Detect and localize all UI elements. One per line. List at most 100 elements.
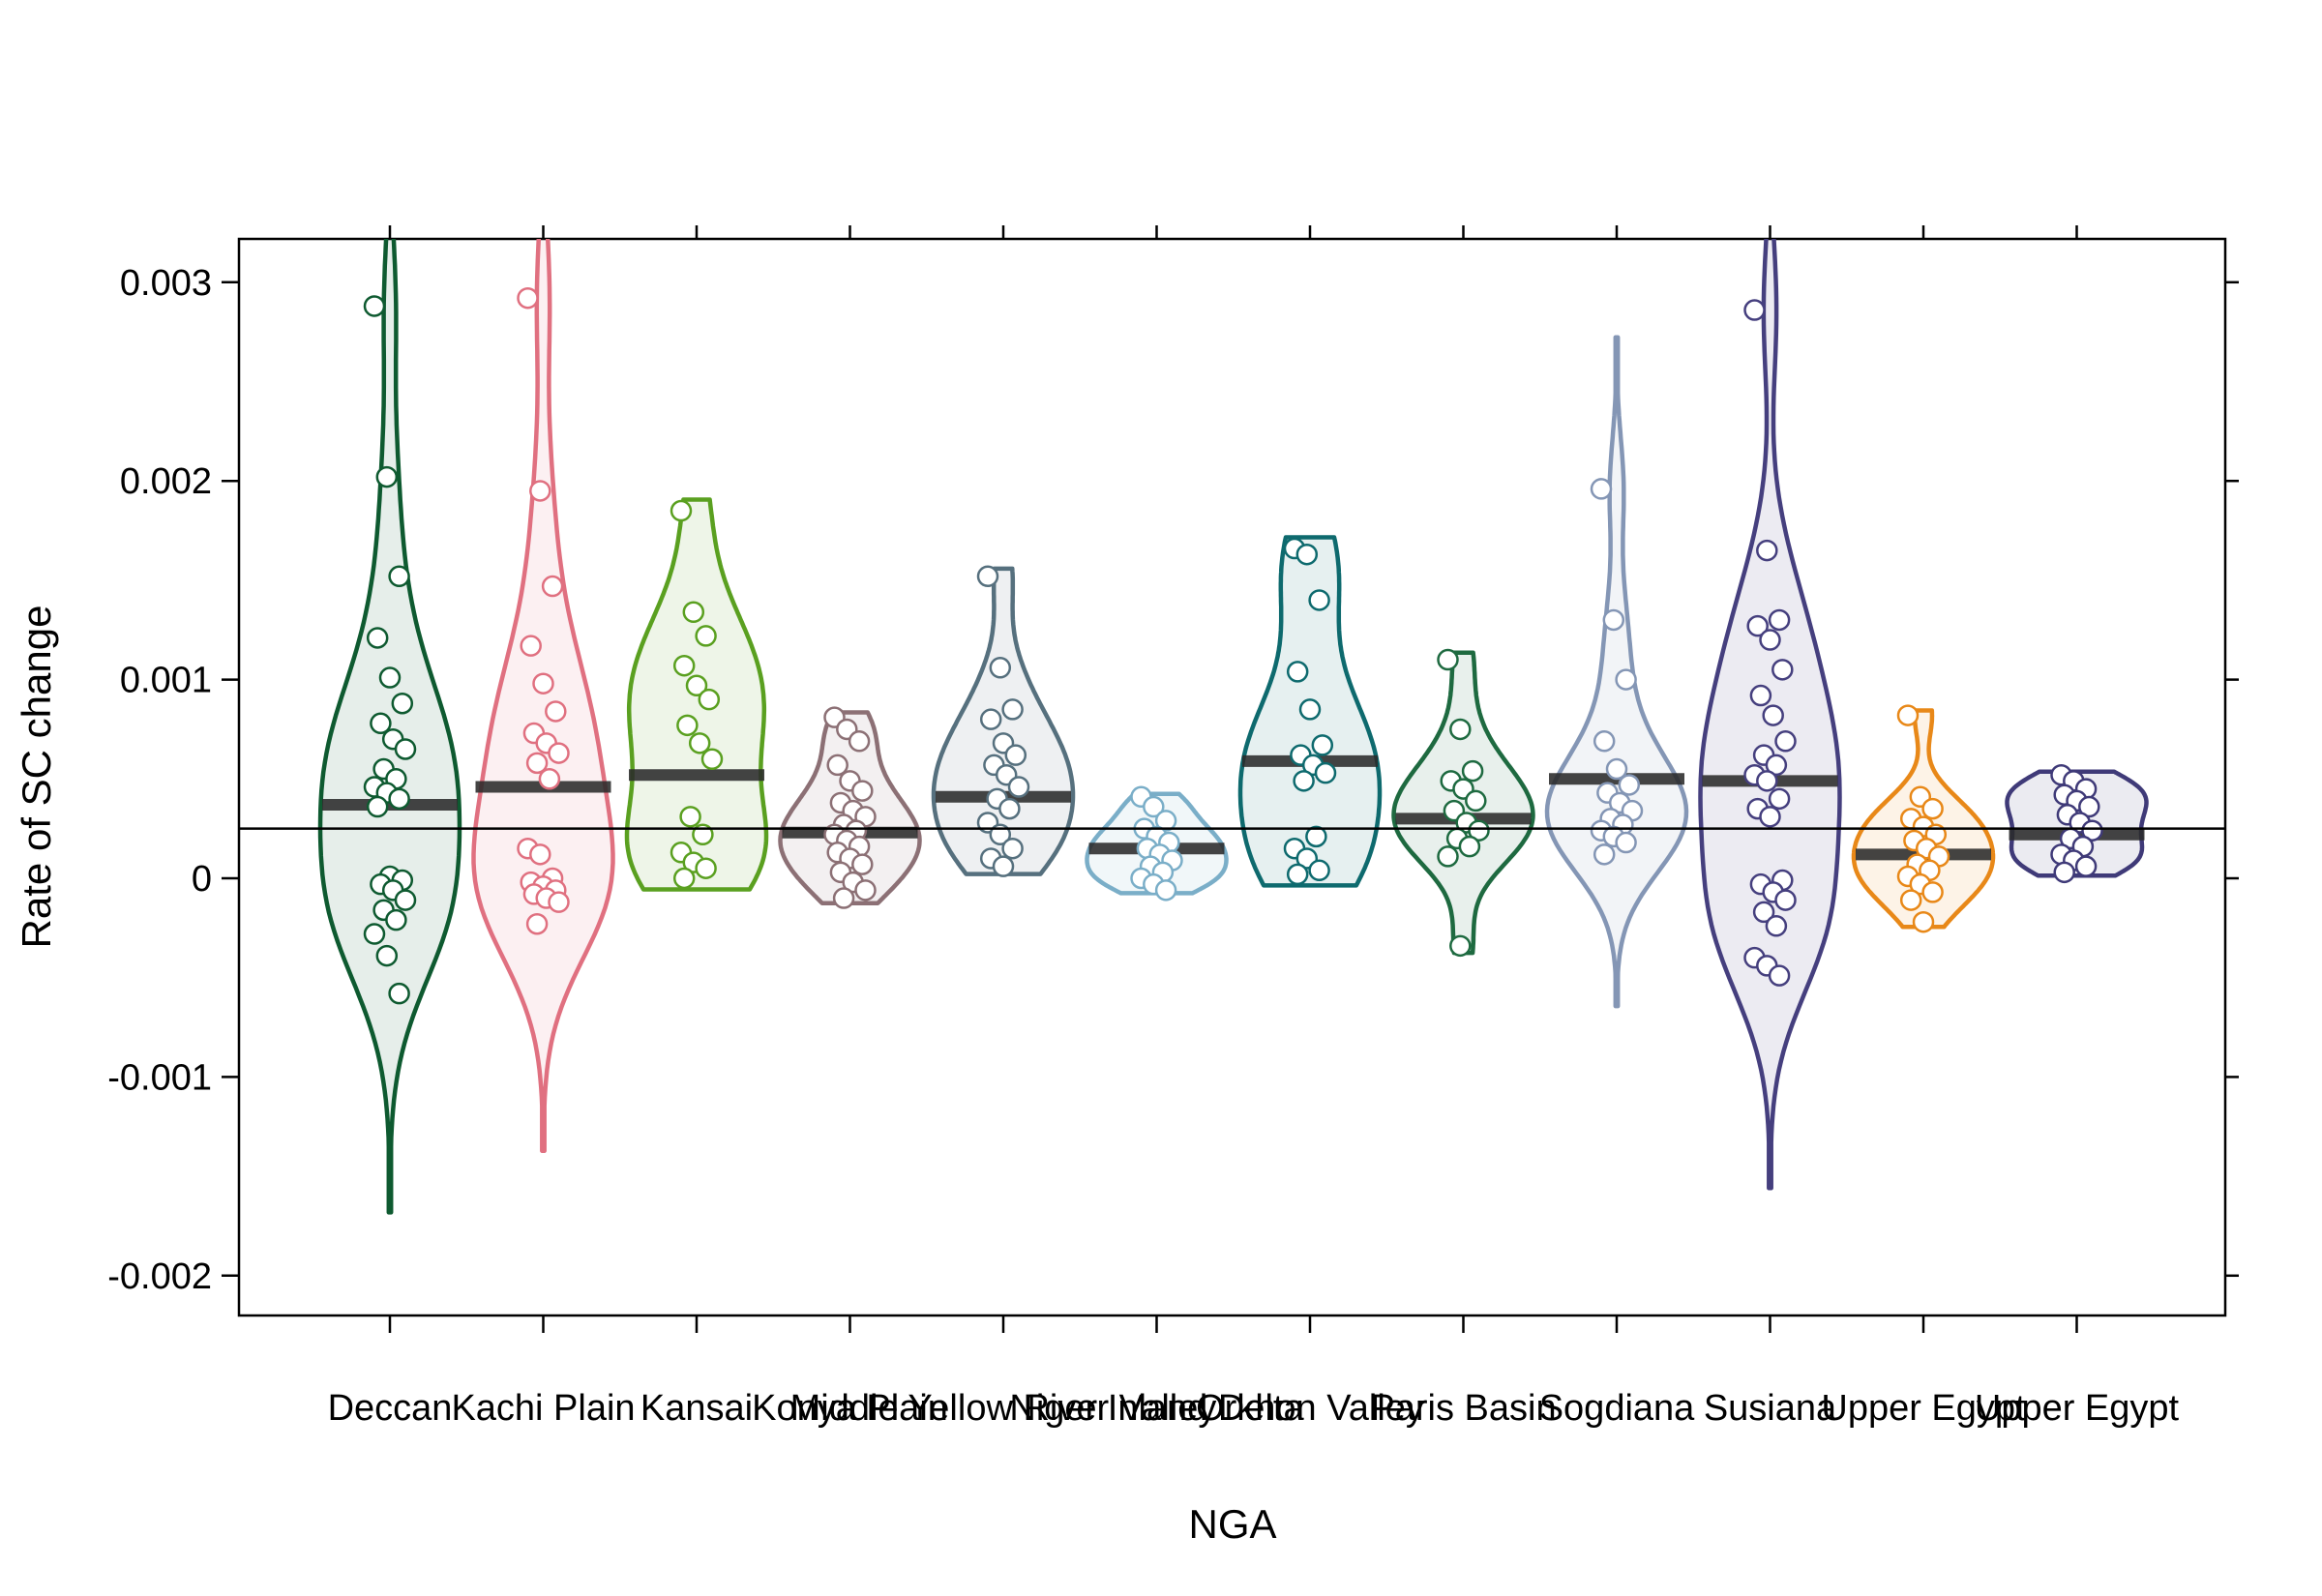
data-point [525,752,549,775]
data-point [1615,831,1637,854]
data-point [1001,837,1024,860]
x-tick-label: Susiana [1704,1388,1837,1429]
data-point [1593,730,1616,753]
data-point [520,635,542,657]
data-point [1449,718,1472,741]
data-point [1746,614,1769,637]
x-tick-label: Upper Egypt [1975,1388,2180,1429]
data-point [998,797,1021,820]
x-axis-title: NGA [1188,1501,1276,1547]
data-point [1896,704,1920,726]
data-point [1590,478,1613,500]
x-tick-label: Middle Yellow River Valley [790,1388,1217,1429]
data-point [851,780,874,802]
data-point [529,480,551,502]
violin-shape [317,239,462,1215]
data-point [1437,845,1459,868]
data-point [695,857,717,879]
data-point [1768,964,1791,987]
data-point [529,843,551,866]
data-point [1305,825,1327,848]
data-point [1007,776,1030,798]
data-point [1308,859,1330,882]
data-point [532,672,554,695]
data-point [1314,761,1337,784]
data-point [1311,734,1334,756]
data-point [2081,819,2103,842]
data-point [1768,787,1791,811]
data-point [366,627,389,649]
data-point [548,742,570,764]
data-point [832,887,855,909]
data-point [1774,730,1797,753]
data-point [826,754,848,777]
data-point [541,575,564,598]
y-tick-label: 0.001 [120,661,212,701]
data-point [670,499,693,522]
data-point [1749,684,1772,707]
violin-shape [1544,335,1689,1009]
data-point [1154,810,1177,832]
data-point [1605,757,1628,781]
data-point [1449,934,1472,958]
data-point [375,465,399,488]
x-tick-label: Deccan [328,1388,453,1429]
y-tick-label: 0.003 [120,263,212,304]
data-point [1286,863,1309,886]
data-point [1001,698,1024,721]
data-point [525,912,549,935]
data-point [1762,704,1784,726]
violin-shape [1391,650,1535,956]
data-point [672,867,696,890]
y-tick-label: -0.001 [107,1057,212,1098]
data-point [1004,744,1027,766]
data-point [1752,901,1775,924]
data-point [685,674,708,697]
data-point [1912,910,1935,933]
data-point [1743,299,1766,321]
data-point [391,692,414,715]
data-point [672,654,696,677]
data-point [363,295,386,317]
x-tick-label: Sogdiana [1539,1388,1695,1429]
data-point [394,889,417,911]
data-point [2078,795,2100,818]
data-point [1593,843,1616,866]
data-point [676,714,699,737]
x-tick-label: Kansai [640,1388,753,1429]
data-point [378,666,402,689]
data-point [1298,698,1322,721]
data-point [1759,629,1781,651]
data-point [1286,661,1309,683]
data-point [1899,889,1922,911]
x-tick-label: Niger Inland Delta [1009,1388,1304,1429]
data-point [1615,668,1637,691]
data-point [538,768,561,790]
plot-frame [237,237,2227,1317]
data-point [992,855,1015,877]
x-tick-label: Paris Basin [1370,1388,1556,1429]
data-point [545,700,567,723]
data-point [1437,648,1459,671]
data-point [1468,819,1490,842]
x-tick-label: Upper Egypt [1821,1388,2026,1429]
data-point [1295,543,1319,566]
data-point [1774,889,1797,911]
data-point [388,565,410,588]
data-point [682,601,705,624]
data-point [370,712,392,735]
data-point [1465,789,1487,813]
data-point [854,879,877,901]
data-point [2074,855,2098,877]
x-tick-label: Konya Plain [752,1388,948,1429]
data-point [698,688,721,711]
data-point [366,795,389,818]
data-point [1759,806,1781,828]
data-point [700,748,724,771]
data-point [989,657,1012,679]
data-point [1461,759,1484,783]
data-point [388,787,410,811]
data-point [1771,659,1794,681]
data-point [388,982,410,1005]
